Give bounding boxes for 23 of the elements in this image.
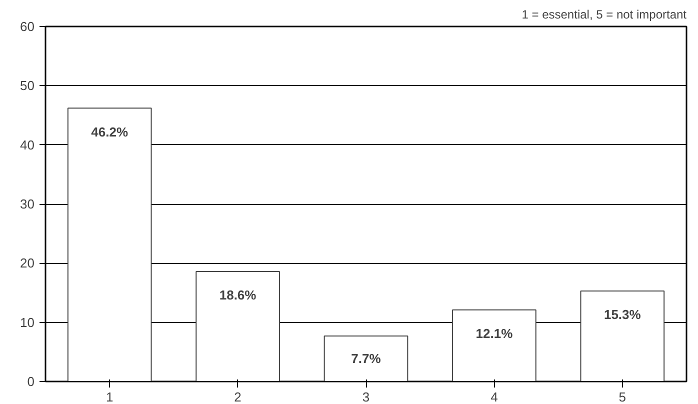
y-tick-label: 10 (20, 314, 35, 330)
y-tick-label: 50 (20, 78, 35, 94)
y-tick-label: 30 (20, 196, 35, 212)
x-tick-label: 2 (234, 390, 242, 404)
x-tick-label: 1 (106, 390, 114, 404)
y-tick-label: 0 (27, 374, 35, 389)
bar (324, 335, 408, 382)
x-tick-label: 4 (490, 390, 498, 404)
bar (67, 108, 152, 382)
data-label: 46.2% (91, 124, 128, 140)
bar (452, 309, 536, 382)
x-tick-label: 5 (618, 390, 626, 404)
y-tick-label: 40 (20, 137, 35, 152)
bar (580, 290, 665, 382)
data-label: 12.1% (476, 326, 514, 342)
chart-subtitle: 1 = essential, 5 = not important (522, 8, 688, 22)
data-label: 18.6% (219, 288, 257, 303)
y-tick-label: 20 (20, 256, 35, 271)
x-tick-label: 3 (362, 390, 370, 404)
y-tick-label: 60 (20, 19, 35, 34)
data-label: 7.7% (351, 351, 382, 366)
bar (196, 270, 280, 382)
data-label: 15.3% (604, 307, 642, 322)
